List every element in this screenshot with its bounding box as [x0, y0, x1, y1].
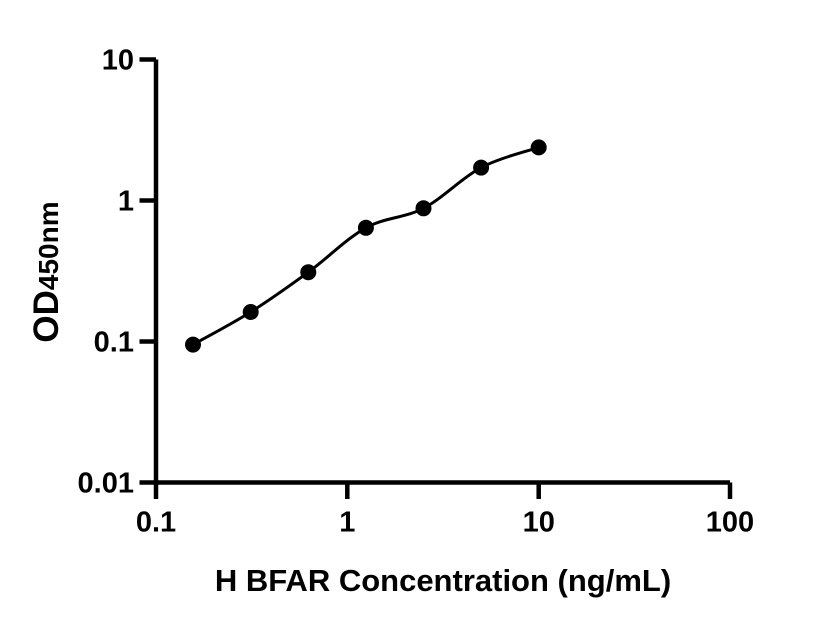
data-point — [357, 219, 374, 236]
y-axis-title-main: OD — [27, 290, 66, 343]
y-tick-label: 1 — [118, 186, 134, 218]
data-point — [530, 139, 547, 156]
data-point — [415, 200, 432, 217]
y-tick-label: 10 — [102, 45, 134, 77]
x-tick-label: 1 — [339, 507, 355, 539]
y-axis-title-sub: 450nm — [33, 201, 64, 291]
y-tick-label: 0.01 — [78, 468, 134, 500]
y-tick-label: 0.1 — [94, 327, 134, 359]
data-point — [185, 336, 201, 353]
x-tick-label: 0.1 — [136, 507, 176, 539]
x-axis-title: H BFAR Concentration (ng/mL) — [214, 563, 672, 598]
data-point — [473, 159, 490, 176]
data-point — [300, 264, 317, 281]
y-axis-title: OD450nm — [27, 201, 67, 342]
x-tick-label: 100 — [706, 507, 754, 539]
x-tick-label: 10 — [523, 507, 555, 539]
data-point — [242, 304, 259, 320]
